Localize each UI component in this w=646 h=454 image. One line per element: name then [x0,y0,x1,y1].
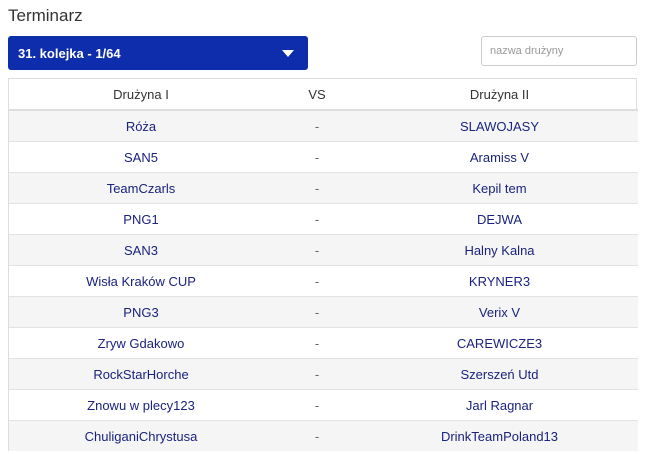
vs-cell: - [273,327,361,359]
table-row: PNG1 - DEJWA [9,203,638,235]
team-2-link[interactable]: DEJWA [361,203,638,235]
fixtures-table: Drużyna I VS Drużyna II Róża - SLAWOJASY… [8,78,638,451]
table-row: Róża - SLAWOJASY [9,110,638,142]
team-2-link[interactable]: Jarl Ragnar [361,389,638,421]
team-2-link[interactable]: Kepil tem [361,172,638,204]
vs-cell: - [273,296,361,328]
team-1-link[interactable]: PNG3 [9,296,273,328]
vs-cell: - [273,420,361,451]
header-team-1: Drużyna I [9,79,273,111]
round-dropdown-label: 31. kolejka - 1/64 [18,45,121,61]
team-2-link[interactable]: CAREWICZE3 [361,327,638,359]
vs-cell: - [273,234,361,266]
team-2-link[interactable]: Aramiss V [361,141,638,173]
team-1-link[interactable]: SAN5 [9,141,273,173]
team-1-link[interactable]: TeamCzarls [9,172,273,204]
table-row: Zryw Gdakowo - CAREWICZE3 [9,327,638,359]
caret-down-icon [282,49,294,57]
team-2-link[interactable]: KRYNER3 [361,265,638,297]
vs-cell: - [273,265,361,297]
table-row: PNG3 - Verix V [9,296,638,328]
team-2-link[interactable]: Halny Kalna [361,234,638,266]
table-row: SAN3 - Halny Kalna [9,234,638,266]
team-1-link[interactable]: Wisła Kraków CUP [9,265,273,297]
table-row: TeamCzarls - Kepil tem [9,172,638,204]
table-row: ChuliganiChrystusa - DrinkTeamPoland13 [9,420,638,451]
team-2-link[interactable]: SLAWOJASY [361,110,638,142]
team-1-link[interactable]: Znowu w plecy123 [9,389,273,421]
team-1-link[interactable]: RockStarHorche [9,358,273,390]
table-row: SAN5 - Aramiss V [9,141,638,173]
table-row: RockStarHorche - Szerszeń Utd [9,358,638,390]
team-search-input[interactable] [481,36,637,66]
vs-cell: - [273,141,361,173]
team-2-link[interactable]: DrinkTeamPoland13 [361,420,638,451]
vs-cell: - [273,389,361,421]
vs-cell: - [273,172,361,204]
team-1-link[interactable]: Zryw Gdakowo [9,327,273,359]
team-2-link[interactable]: Verix V [361,296,638,328]
round-dropdown[interactable]: 31. kolejka - 1/64 [8,36,308,70]
header-vs: VS [273,79,361,111]
team-1-link[interactable]: Róża [9,110,273,142]
table-row: Znowu w plecy123 - Jarl Ragnar [9,389,638,421]
team-2-link[interactable]: Szerszeń Utd [361,358,638,390]
team-1-link[interactable]: SAN3 [9,234,273,266]
vs-cell: - [273,110,361,142]
team-1-link[interactable]: PNG1 [9,203,273,235]
table-header-row: Drużyna I VS Drużyna II [9,79,638,111]
vs-cell: - [273,358,361,390]
page-title: Terminarz [8,6,83,25]
team-1-link[interactable]: ChuliganiChrystusa [9,420,273,451]
table-row: Wisła Kraków CUP - KRYNER3 [9,265,638,297]
vs-cell: - [273,203,361,235]
header-team-2: Drużyna II [361,79,638,111]
